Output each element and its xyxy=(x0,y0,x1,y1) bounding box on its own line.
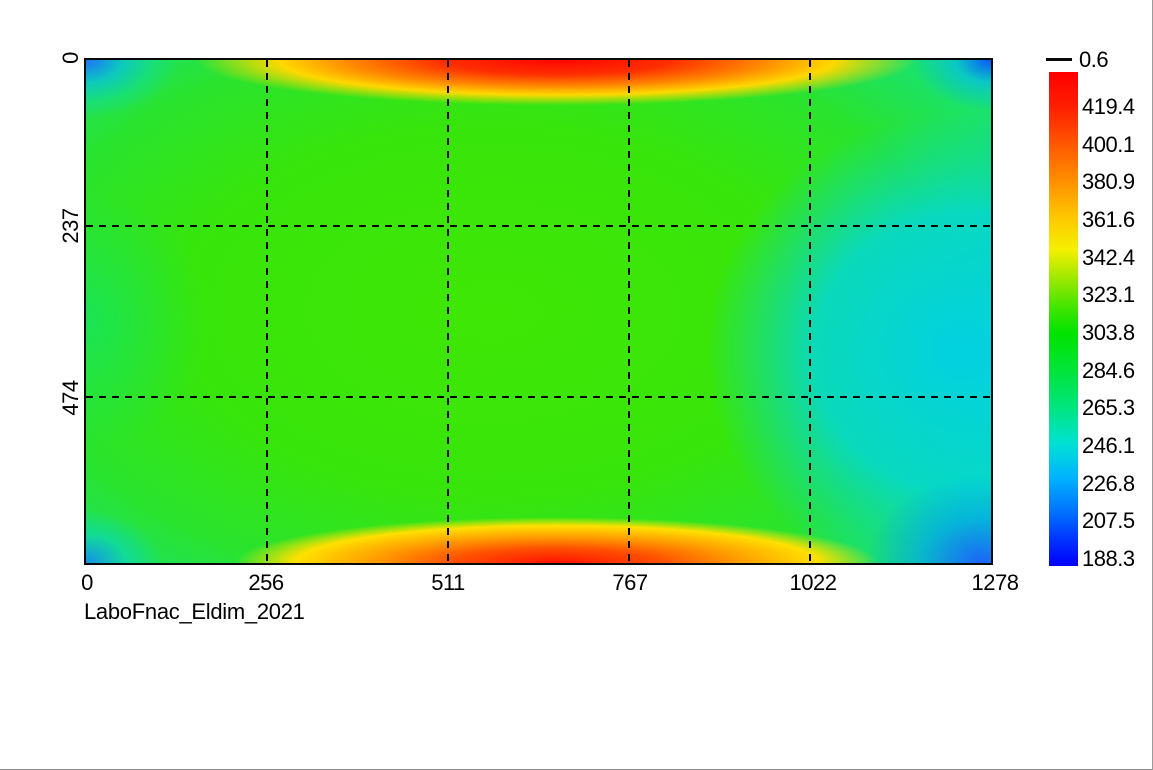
y-tick-0: 0 xyxy=(58,52,83,64)
gridline-horizontal-237 xyxy=(86,224,991,227)
colorbar-tick-207-5: 207.5 xyxy=(1082,508,1135,534)
x-tick-0: 0 xyxy=(81,570,93,595)
colorbar-tick-188-3: 188.3 xyxy=(1082,545,1135,571)
colorbar-tick-226-8: 226.8 xyxy=(1082,470,1135,496)
gridline-horizontal-474 xyxy=(86,396,991,398)
colorbar-tick-400-1: 400.1 xyxy=(1082,131,1135,157)
heatmap-canvas xyxy=(86,60,991,563)
heatmap-plot xyxy=(84,58,993,565)
gridline-vertical-767 xyxy=(628,60,630,563)
gridline-vertical-1022 xyxy=(809,60,811,563)
measurement-caption: LaboFnac_Eldim_2021 xyxy=(84,599,305,624)
x-tick-511: 511 xyxy=(431,570,465,595)
x-tick-256: 256 xyxy=(248,570,284,595)
colorbar-tick-284-6: 284.6 xyxy=(1082,357,1135,383)
colorbar-tick-labels: 419.4 400.1 380.9 361.6 342.4 323.1 303.… xyxy=(1082,96,1135,570)
colorbar-tick-303-8: 303.8 xyxy=(1082,319,1135,345)
y-tick-237: 237 xyxy=(58,208,83,244)
x-tick-1278: 1278 xyxy=(971,570,1019,595)
colorbar-tick-361-6: 361.6 xyxy=(1082,206,1135,232)
gridline-vertical-511 xyxy=(447,60,449,563)
colorbar-overrange-label: 0.6 xyxy=(1079,47,1109,72)
colorbar-tick-380-9: 380.9 xyxy=(1082,169,1135,195)
colorbar-tick-246-1: 246.1 xyxy=(1082,432,1135,458)
x-tick-767: 767 xyxy=(612,570,648,595)
gridline-vertical-256 xyxy=(266,60,268,563)
y-tick-474: 474 xyxy=(58,380,83,416)
colorbar-tick-342-4: 342.4 xyxy=(1082,244,1135,270)
colorbar-gradient xyxy=(1049,72,1078,566)
colorbar-overrange-tick xyxy=(1046,58,1072,61)
colorbar-tick-419-4: 419.4 xyxy=(1082,94,1135,119)
colorbar-tick-265-3: 265.3 xyxy=(1082,395,1135,421)
x-tick-1022: 1022 xyxy=(789,570,837,595)
colorbar-tick-323-1: 323.1 xyxy=(1082,282,1135,308)
